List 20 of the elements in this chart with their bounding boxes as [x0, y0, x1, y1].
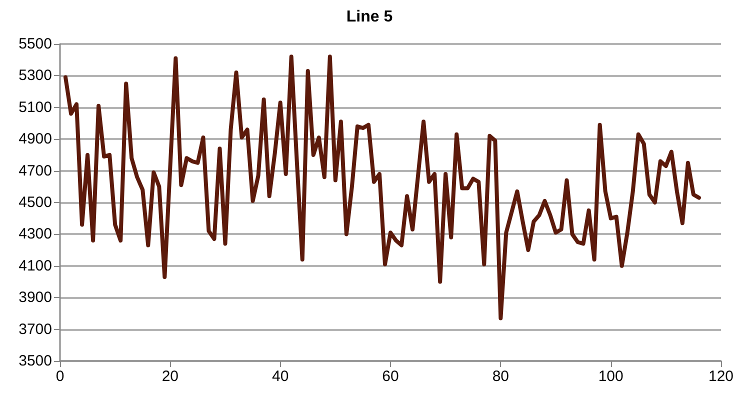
- y-tick-label: 5100: [18, 98, 52, 116]
- chart-title: Line 5: [346, 8, 393, 26]
- y-tick-label: 4700: [18, 162, 52, 180]
- x-tick-label: 0: [56, 368, 64, 385]
- x-tick-label: 40: [272, 368, 289, 385]
- x-tick-label: 60: [382, 368, 399, 385]
- y-tick-label: 4100: [18, 257, 52, 274]
- x-tick-label: 100: [598, 368, 624, 385]
- x-tick-label: 20: [162, 368, 179, 385]
- y-tick-label: 5300: [18, 67, 52, 84]
- y-tick-label: 3900: [18, 289, 52, 306]
- x-tick-label: 80: [492, 368, 510, 385]
- y-tick-label: 4900: [18, 130, 52, 148]
- y-tick-label: 3700: [18, 320, 52, 338]
- y-tick-label: 4500: [18, 194, 52, 211]
- y-tick-label: 3500: [18, 352, 52, 370]
- line-series: [64, 54, 701, 320]
- y-tick-label: 4300: [18, 226, 52, 243]
- y-tick-label: 5500: [18, 36, 52, 52]
- x-tick-label: 120: [708, 368, 734, 385]
